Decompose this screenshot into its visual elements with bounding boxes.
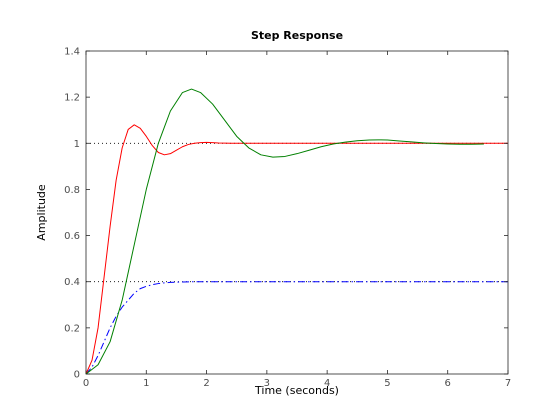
y-tick-label: 0 (74, 370, 80, 381)
y-tick-label: 0.2 (64, 323, 80, 334)
x-tick-label: 4 (324, 378, 330, 389)
x-tick-label: 2 (203, 378, 209, 389)
x-tick-label: 3 (264, 378, 270, 389)
series-line-1 (85, 124, 508, 375)
y-axis-label: Amplitude (35, 184, 48, 241)
y-tick-label: 1 (74, 139, 80, 150)
x-tick-label: 1 (143, 378, 149, 389)
y-tick-label: 0.6 (64, 231, 80, 242)
x-tick-label: 6 (445, 378, 451, 389)
x-tick-label: 5 (384, 378, 390, 389)
y-axis-ticks: 0 0.2 0.4 0.6 0.8 1 1.2 1.4 (64, 47, 508, 381)
x-axis-ticks: 0 1 2 3 4 5 6 7 (83, 51, 511, 389)
series-layer (85, 88, 508, 375)
x-tick-label: 0 (83, 378, 89, 389)
x-tick-label: 7 (505, 378, 511, 389)
y-tick-label: 0.4 (64, 277, 80, 288)
chart-title: Step Response (251, 29, 343, 42)
series-line-0 (85, 281, 508, 375)
x-axis-label: Time (seconds) (254, 384, 339, 397)
y-tick-label: 1.2 (64, 93, 80, 104)
series-line-2 (85, 88, 484, 375)
plot-area (85, 50, 509, 375)
y-tick-label: 0.8 (64, 185, 80, 196)
y-tick-label: 1.4 (64, 47, 80, 58)
